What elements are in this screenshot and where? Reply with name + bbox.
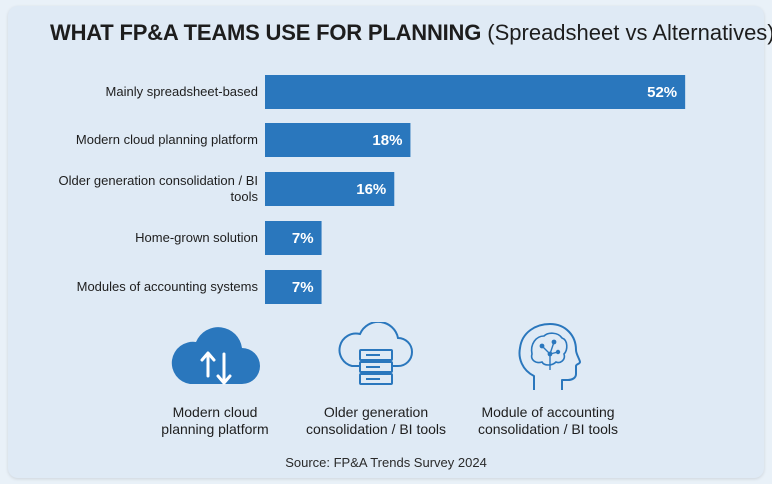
- bar-value-label-2: 16%: [356, 181, 386, 198]
- category-label-0: Mainly spreadsheet-based: [105, 84, 258, 99]
- bar-4: [265, 270, 322, 304]
- bar-value-label-0: 52%: [647, 84, 677, 101]
- bar-chart: 52% 18% 16% 7% 7%: [265, 75, 686, 304]
- bar-value-label-4: 7%: [292, 279, 314, 296]
- source-note: Source: FP&A Trends Survey 2024: [285, 455, 487, 470]
- chart-title: WHAT FP&A TEAMS USE FOR PLANNING (Spread…: [50, 20, 772, 46]
- bar-2: [265, 172, 395, 206]
- category-label-2: Older generation consolidation / BI tool…: [58, 173, 258, 204]
- brain-head-icon: [512, 320, 584, 401]
- bar-0: [265, 75, 686, 109]
- category-label-4: Modules of accounting systems: [76, 279, 258, 294]
- chart-title-sub: (Spreadsheet vs Alternatives): [487, 20, 772, 45]
- bar-value-label-3: 7%: [292, 230, 314, 247]
- bar-1: [265, 123, 411, 157]
- chart-title-main: WHAT FP&A TEAMS USE FOR PLANNING: [50, 20, 482, 45]
- bar-value-label-1: 18%: [372, 132, 402, 149]
- category-label-1: Modern cloud planning platform: [75, 132, 258, 147]
- cloud-server-icon: [336, 320, 416, 399]
- icon-caption-2: Older generation consolidation / BI tool…: [305, 404, 447, 437]
- icon-caption-3: Module of accounting consolidation / BI …: [477, 404, 619, 437]
- icon-caption-1: Modern cloud planning platform: [161, 404, 269, 437]
- category-label-3: Home-grown solution: [135, 230, 258, 245]
- cloud-sync-icon: [168, 326, 264, 395]
- bar-3: [265, 221, 322, 255]
